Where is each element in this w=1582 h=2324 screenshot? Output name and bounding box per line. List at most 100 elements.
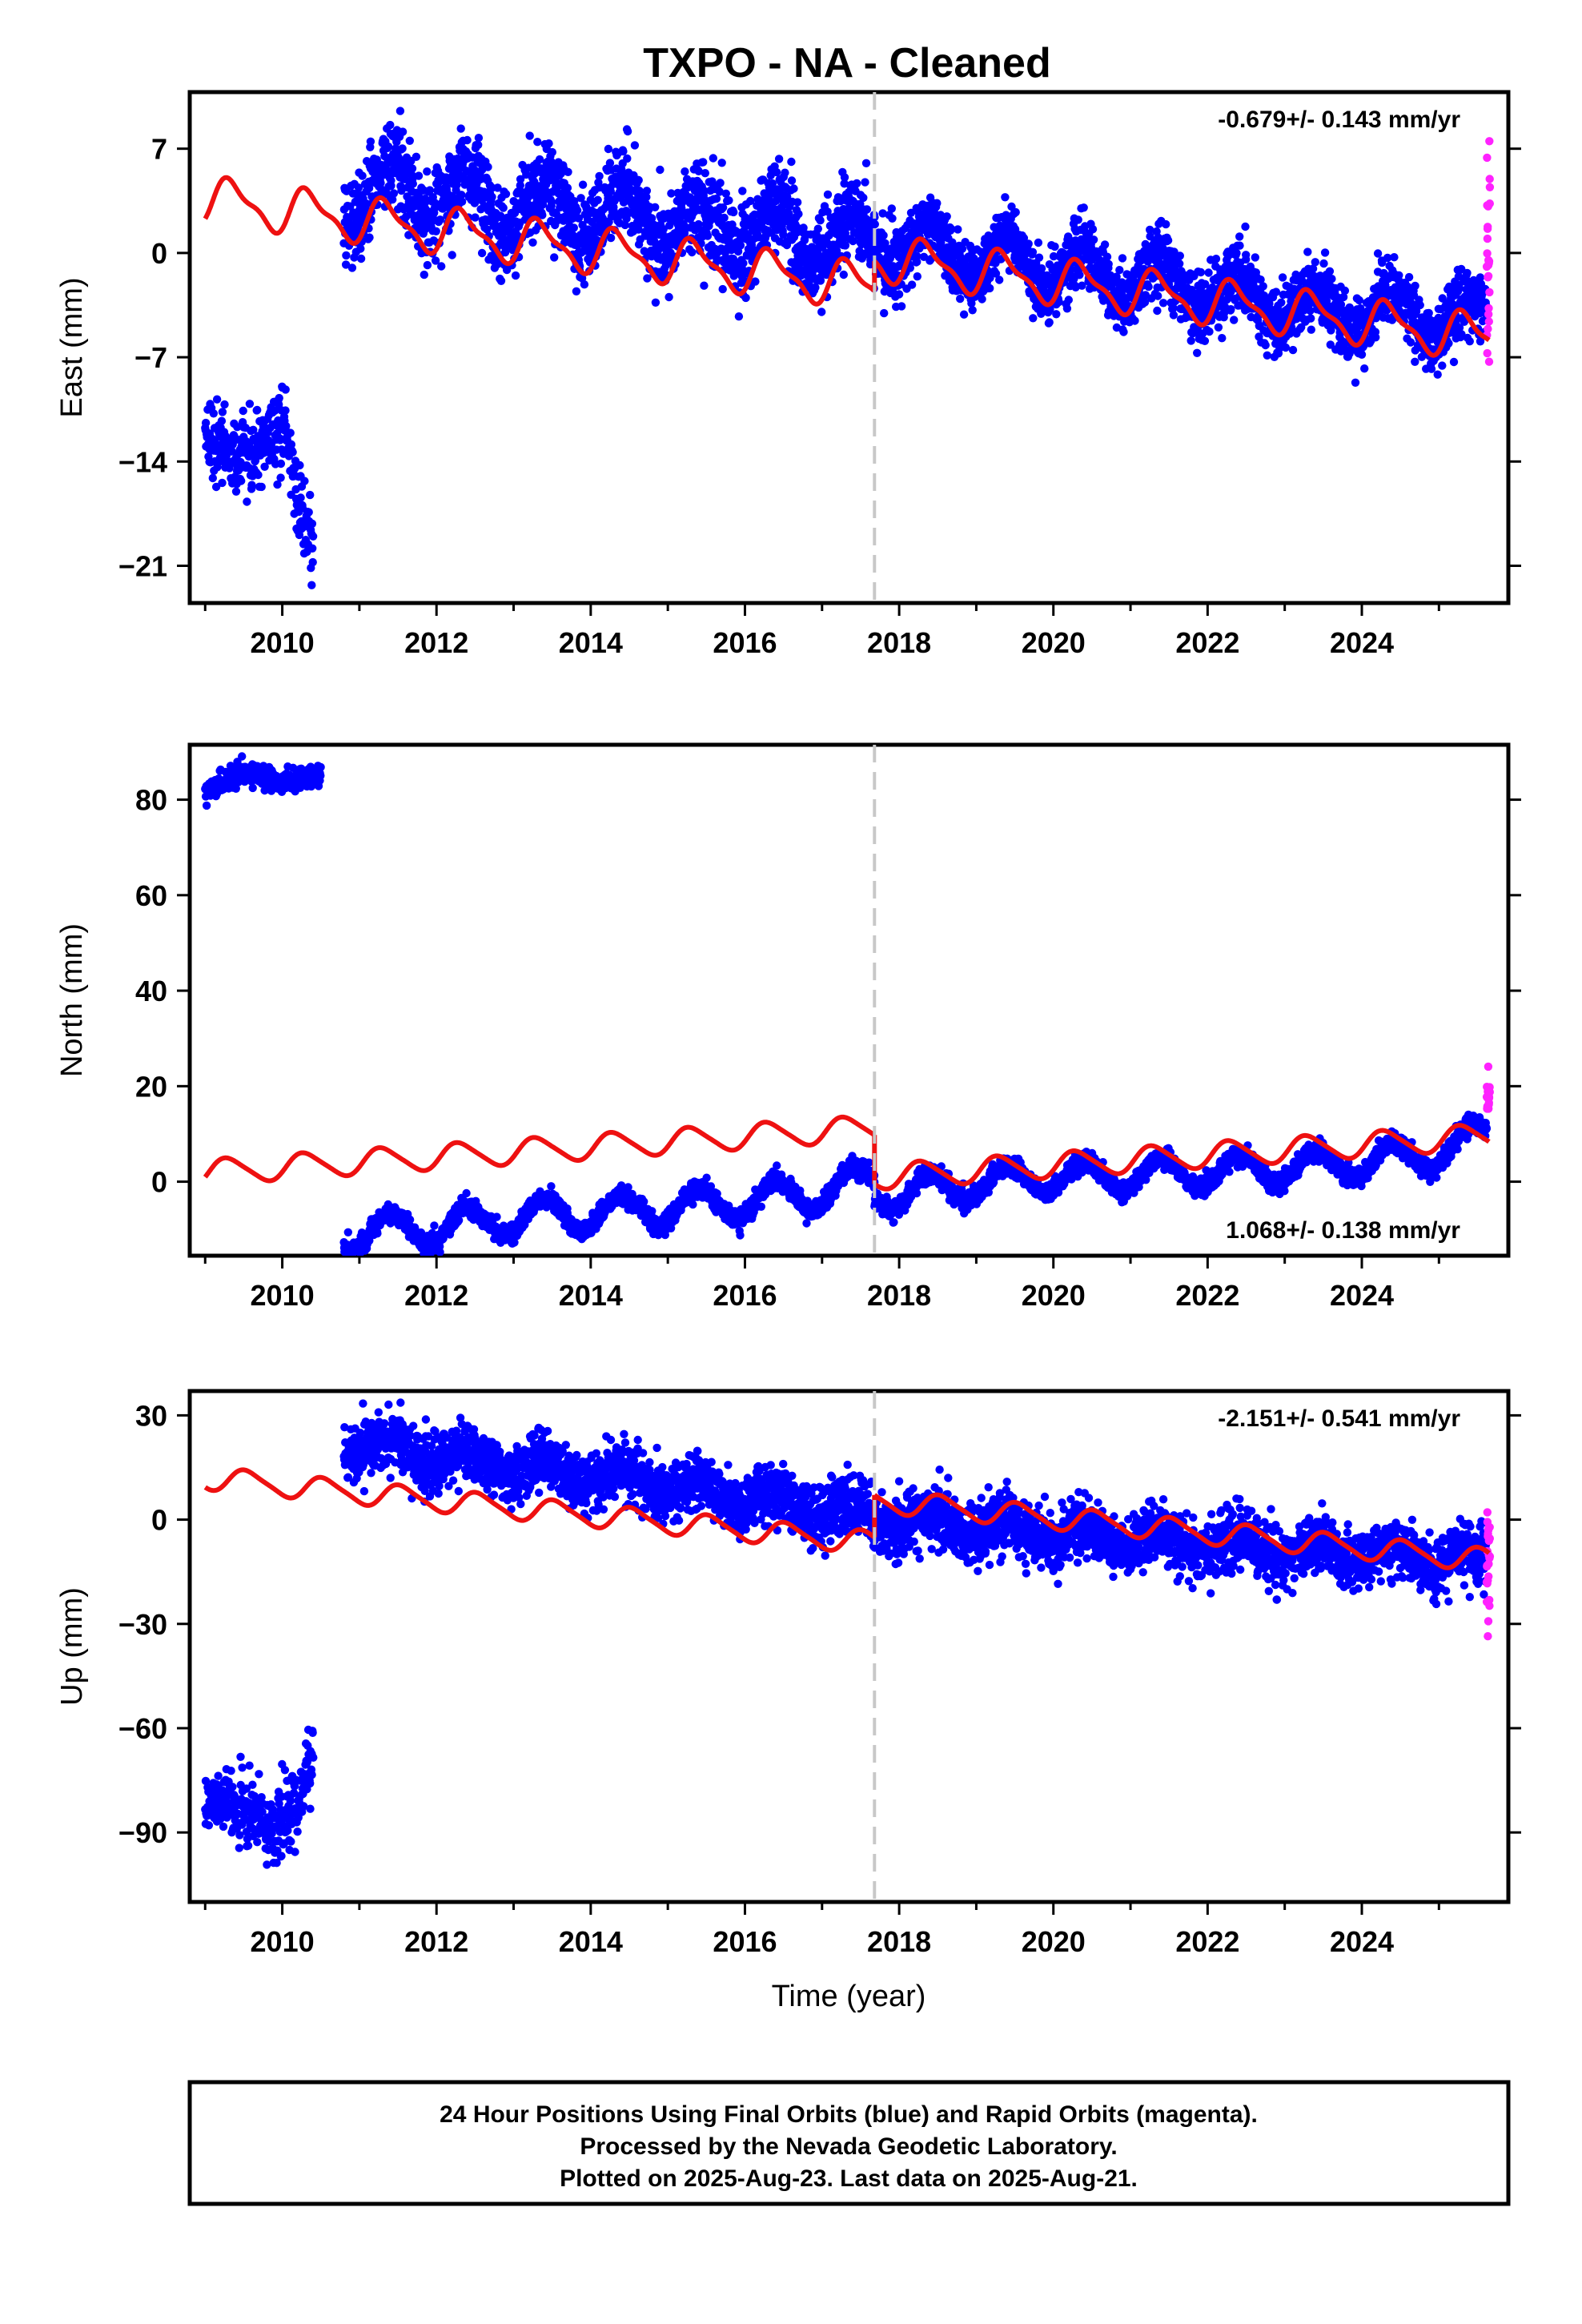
east-rapid-point [1485,137,1494,146]
east-final-point [995,275,1004,284]
east-final-point [1034,253,1044,262]
east-final-point [717,159,726,167]
east-final-point [1319,259,1328,268]
east-final-point [249,425,258,434]
east-y-tick-label: 0 [151,237,167,270]
east-final-point [569,223,578,232]
east-final-point [493,259,503,268]
east-final-point [817,308,826,316]
east-final-point [209,409,218,418]
east-final-point [239,406,247,416]
east-final-point [1465,337,1475,346]
east-final-point [1427,364,1436,373]
east-final-point [793,198,802,207]
east-final-point [1449,357,1459,367]
east-final-point [1074,215,1082,224]
east-final-point [1281,343,1291,352]
east-x-tick-label: 2010 [251,626,315,659]
east-final-point [496,276,506,285]
east-rapid-point [1484,324,1492,333]
east-final-point [287,440,296,449]
east-final-point [986,283,994,293]
east-final-point [388,195,397,204]
east-final-point [212,395,222,404]
east-final-point [1115,266,1124,275]
east-final-point [387,181,396,191]
north-final-point [238,752,247,761]
east-final-point [1373,249,1383,258]
east-final-point [716,179,725,187]
east-final-point [619,147,628,156]
east-final-point [604,144,613,154]
figure-title: TXPO - NA - Cleaned [643,40,1050,86]
east-final-point [897,302,906,311]
east-final-point [1011,207,1020,217]
east-final-point [839,270,849,279]
east-final-point [787,157,796,167]
east-final-point [1186,336,1195,345]
east-final-point [237,476,246,485]
east-final-point [471,213,480,222]
east-final-point [414,171,424,180]
east-final-point [1024,239,1033,248]
east-final-point [789,184,798,193]
east-final-point [1034,238,1043,247]
east-final-point [436,215,444,224]
east-final-point [659,225,668,234]
east-final-point [1130,316,1139,325]
east-final-point [688,247,697,257]
east-y-axis-label: East (mm) [55,277,89,417]
east-rapid-point [1484,317,1494,326]
east-y-tick-label: −21 [118,549,167,582]
east-final-point [1404,272,1414,282]
east-final-point [1242,251,1251,259]
east-final-point [859,193,868,203]
east-final-point [1360,364,1369,373]
east-final-point [358,171,367,180]
east-final-point [720,213,729,223]
east-final-point [1153,306,1162,316]
east-final-point [1062,304,1072,313]
east-final-point [1340,286,1350,296]
east-final-point [1241,222,1250,231]
east-final-point [1433,370,1442,379]
east-final-point [1163,236,1173,245]
east-final-point [448,251,456,259]
east-final-point [1235,232,1244,241]
east-final-point [642,187,652,195]
east-final-point [1263,351,1272,360]
east-final-point [408,179,417,188]
east-final-point [729,207,738,217]
east-final-point [550,253,559,262]
east-rapid-point [1484,304,1493,313]
east-final-point [630,141,640,150]
north-plot-area [201,745,1495,1256]
east-final-point [1463,268,1472,278]
east-final-point [1227,305,1235,314]
east-final-point [275,393,283,403]
east-final-point [208,473,217,483]
east-final-point [959,310,969,319]
east-plot-area [201,92,1495,603]
east-final-point [300,476,309,485]
east-y-tick-label: −14 [118,445,167,478]
east-final-point [572,206,582,215]
east-final-point [220,400,229,409]
east-final-point [233,423,242,432]
east-final-point [1327,275,1336,283]
east-x-tick-label: 2016 [713,626,777,659]
east-final-point [218,478,227,488]
east-final-point [862,205,872,214]
north-final-point [316,771,325,780]
east-rate-label: -0.679+/- 0.143 mm/yr [1218,107,1460,133]
east-final-point [1311,258,1320,267]
north-final-point [316,762,325,772]
east-final-point [1118,254,1127,263]
east-final-point [840,173,849,182]
east-final-point [281,385,290,394]
east-final-point [736,241,745,250]
east-final-point [500,248,510,257]
east-final-point [544,139,553,148]
east-final-point [276,473,285,482]
